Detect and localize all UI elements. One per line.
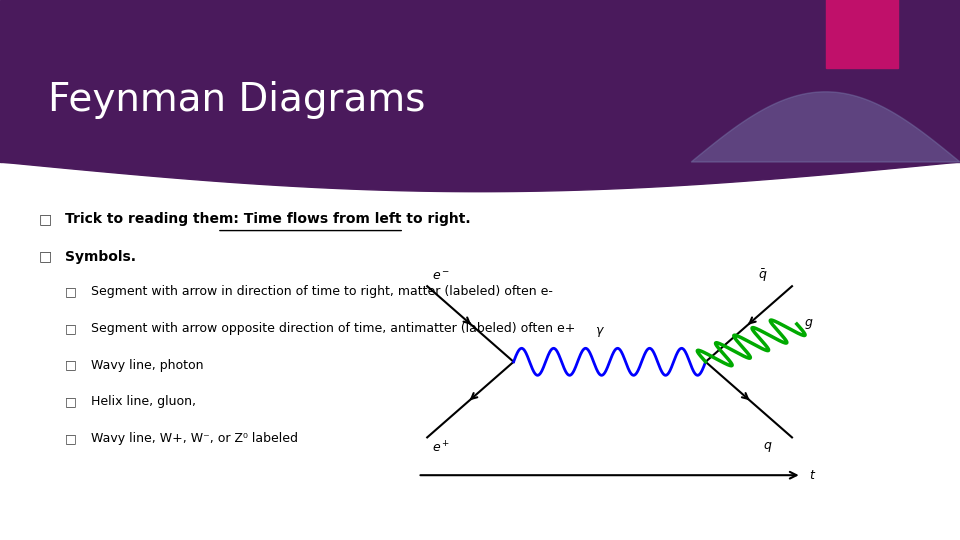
Text: $q$: $q$ [763, 440, 773, 454]
Polygon shape [0, 162, 960, 192]
Text: Helix line, gluon,: Helix line, gluon, [91, 395, 196, 408]
Polygon shape [826, 0, 898, 68]
Text: Wavy line, W+, W⁻, or Z⁰ labeled: Wavy line, W+, W⁻, or Z⁰ labeled [91, 432, 299, 445]
Text: □: □ [65, 395, 77, 408]
Polygon shape [691, 92, 960, 162]
Text: $e^-$: $e^-$ [432, 271, 450, 284]
Text: $\gamma$: $\gamma$ [595, 325, 605, 339]
Text: Trick to reading them: Time flows from left to right.: Trick to reading them: Time flows from l… [65, 212, 471, 226]
Text: □: □ [38, 249, 52, 264]
Polygon shape [0, 0, 960, 162]
Text: Feynman Diagrams: Feynman Diagrams [48, 81, 425, 119]
Text: Symbols.: Symbols. [65, 249, 136, 264]
Text: □: □ [65, 285, 77, 298]
Text: Segment with arrow opposite direction of time, antimatter (labeled) often e+: Segment with arrow opposite direction of… [91, 322, 576, 335]
Text: Segment with arrow in direction of time to right, matter (labeled) often e-: Segment with arrow in direction of time … [91, 285, 553, 298]
Text: $e^+$: $e^+$ [432, 440, 450, 455]
Text: $g$: $g$ [804, 317, 814, 331]
Text: □: □ [38, 212, 52, 226]
Text: □: □ [65, 432, 77, 445]
Text: □: □ [65, 359, 77, 372]
Text: Wavy line, photon: Wavy line, photon [91, 359, 204, 372]
Text: $t$: $t$ [809, 469, 817, 482]
Text: □: □ [65, 322, 77, 335]
Text: $\bar{q}$: $\bar{q}$ [758, 267, 768, 284]
